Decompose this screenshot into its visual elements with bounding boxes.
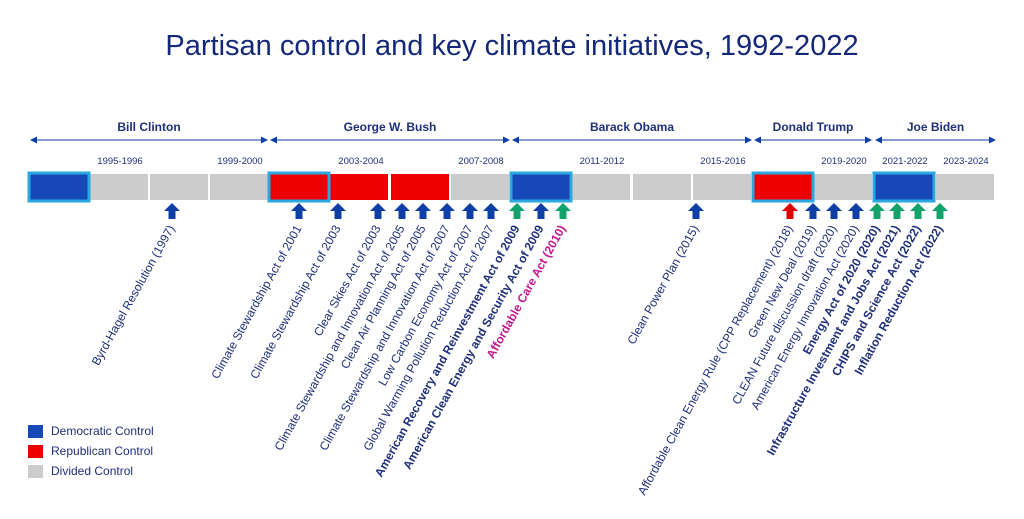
event-arrow-2 [291,203,307,219]
president-name-1: Bill Clinton [117,120,180,134]
period-label-8: 2021-2022 [882,156,927,167]
control-segment-9 [512,174,570,200]
diagram-title: Partisan control and key climate initiat… [165,30,859,62]
period-label-6: 2015-2016 [700,156,745,167]
president-span-arrowhead-left-2 [270,136,277,144]
event-label-13: Clean Power Plan (2015) [624,223,701,347]
control-segment-7 [391,174,449,200]
event-arrow-18 [869,203,885,219]
control-segment-10 [572,174,630,200]
control-segment-3 [150,174,208,200]
segment-highlight-9 [509,171,573,203]
control-segment-15 [875,174,933,200]
president-span-arrowhead-right-4 [865,136,872,144]
period-label-1: 1995-1996 [97,156,142,167]
event-arrow-21 [932,203,948,219]
event-arrow-20 [910,203,926,219]
legend-item-republican: Republican Control [28,441,154,461]
event-arrow-4 [370,203,386,219]
period-label-3: 2003-2004 [338,156,383,167]
segment-highlight-5 [267,171,331,203]
event-arrow-17 [848,203,864,219]
legend-item-democratic: Democratic Control [28,421,154,441]
event-arrow-12 [555,203,571,219]
event-arrow-7 [439,203,455,219]
president-span-arrowhead-left-1 [30,136,37,144]
president-span-arrowhead-right-2 [503,136,510,144]
period-label-5: 2011-2012 [580,156,625,167]
president-span-arrowhead-right-5 [989,136,996,144]
control-segment-1 [30,174,88,200]
event-arrow-14 [782,203,798,219]
legend-label-democratic: Democratic Control [51,424,154,438]
event-arrow-3 [330,203,346,219]
event-arrow-15 [805,203,821,219]
president-span-arrowhead-right-3 [745,136,752,144]
legend-swatch-republican [28,444,43,458]
control-segment-14 [814,174,872,200]
control-segment-4 [210,174,268,200]
legend-swatch-divided [28,464,43,478]
event-label-1: Byrd-Hagel Resolution (1997) [89,223,178,368]
period-label-4: 2007-2008 [458,156,503,167]
period-label-2: 1999-2000 [217,156,262,167]
period-label-7: 2019-2020 [821,156,866,167]
control-segment-2 [90,174,148,200]
president-name-3: Barack Obama [590,120,674,134]
control-segment-5 [270,174,328,200]
event-arrow-5 [394,203,410,219]
segment-highlight-15 [872,171,936,203]
control-segment-13 [754,174,812,200]
period-label-9: 2023-2024 [943,156,988,167]
segment-highlight-13 [751,171,815,203]
president-span-arrowhead-left-5 [875,136,882,144]
event-arrow-16 [826,203,842,219]
control-segment-16 [936,174,994,200]
president-name-5: Joe Biden [907,120,964,134]
control-segment-8 [451,174,509,200]
event-arrow-6 [415,203,431,219]
event-arrow-13 [688,203,704,219]
legend-label-republican: Republican Control [51,444,154,458]
president-span-arrowhead-left-3 [512,136,519,144]
legend-label-divided: Divided Control [51,464,134,478]
president-span-arrowhead-right-1 [261,136,268,144]
legend: Democratic Control Republican Control Di… [28,421,154,481]
event-arrow-19 [889,203,905,219]
control-segment-12 [693,174,751,200]
control-segment-6 [330,174,388,200]
president-name-2: George W. Bush [344,120,437,134]
president-span-arrowhead-left-4 [754,136,761,144]
legend-item-divided: Divided Control [28,461,154,481]
event-arrow-11 [533,203,549,219]
event-arrow-1 [164,203,180,219]
event-arrow-10 [509,203,525,219]
segment-highlight-1 [27,171,91,203]
control-segment-11 [633,174,691,200]
legend-swatch-democratic [28,424,43,438]
event-arrow-9 [483,203,499,219]
event-arrow-8 [462,203,478,219]
president-name-4: Donald Trump [773,120,854,134]
